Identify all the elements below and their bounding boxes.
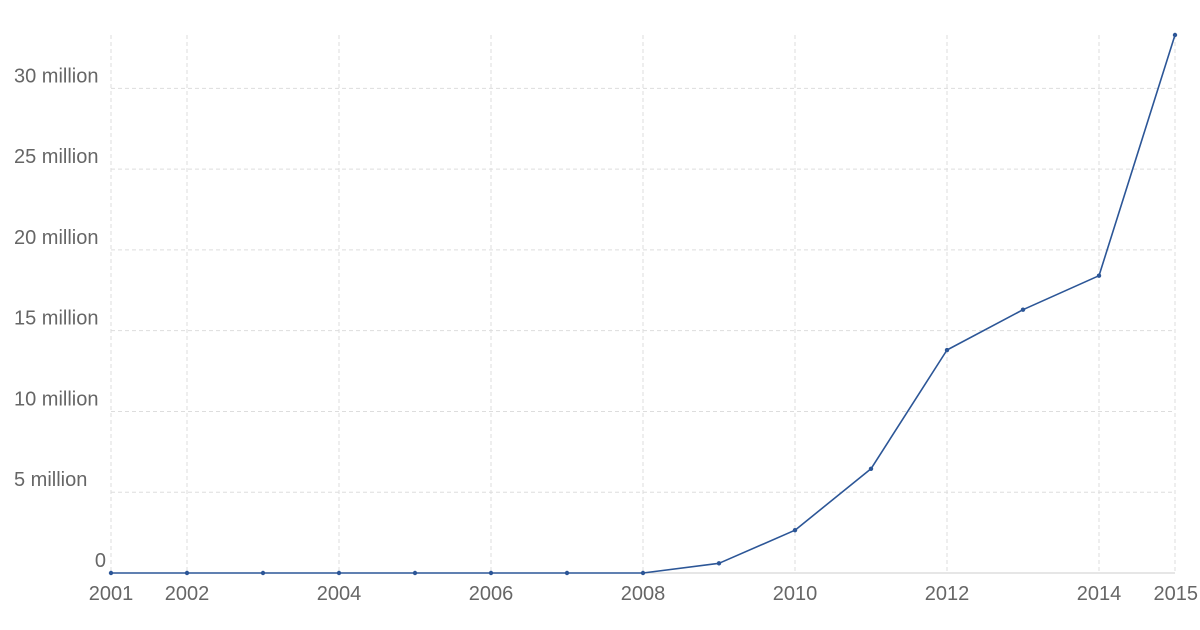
x-tick-label: 2008: [621, 583, 666, 605]
y-gridlines: [111, 87, 1175, 493]
x-tick-label: 2012: [925, 583, 970, 605]
x-axis-tick-labels: 2001 2002 2004 2006 2008 2010 2012 2014 2015: [89, 583, 1198, 605]
x-tick-label: 2002: [165, 583, 210, 605]
data-point[interactable]: [868, 466, 874, 471]
y-tick-label: 20 million: [14, 227, 98, 249]
data-point[interactable]: [108, 570, 114, 576]
data-point[interactable]: [488, 570, 494, 576]
data-point[interactable]: [716, 561, 722, 566]
y-tick-label: 30 million: [14, 65, 98, 87]
y-tick-label: 0: [95, 550, 106, 572]
y-tick-label: 15 million: [14, 308, 98, 330]
x-tick-label: 2015: [1154, 583, 1199, 605]
data-point[interactable]: [260, 570, 266, 576]
series-group: [108, 32, 1178, 576]
x-tick-label: 2004: [317, 583, 362, 605]
y-tick-label: 5 million: [14, 469, 87, 491]
x-tick-label: 2006: [469, 583, 514, 605]
y-tick-label: 10 million: [14, 388, 98, 410]
data-point[interactable]: [564, 570, 570, 576]
y-tick-label: 25 million: [14, 146, 98, 168]
x-tick-label: 2010: [773, 583, 818, 605]
data-point[interactable]: [1172, 32, 1178, 38]
x-tick-label: 2014: [1077, 583, 1122, 605]
data-point[interactable]: [640, 570, 646, 576]
data-point[interactable]: [412, 570, 418, 576]
data-point[interactable]: [184, 570, 190, 576]
data-point[interactable]: [1096, 273, 1102, 278]
y-axis-tick-labels: 0 5 million 10 million 15 million 20 million…: [14, 65, 106, 572]
data-point[interactable]: [336, 570, 342, 576]
data-point[interactable]: [944, 347, 950, 353]
x-gridlines: [110, 35, 1176, 573]
data-point[interactable]: [1020, 307, 1026, 312]
x-tick-label: 2001: [89, 583, 134, 605]
data-point[interactable]: [792, 527, 798, 533]
